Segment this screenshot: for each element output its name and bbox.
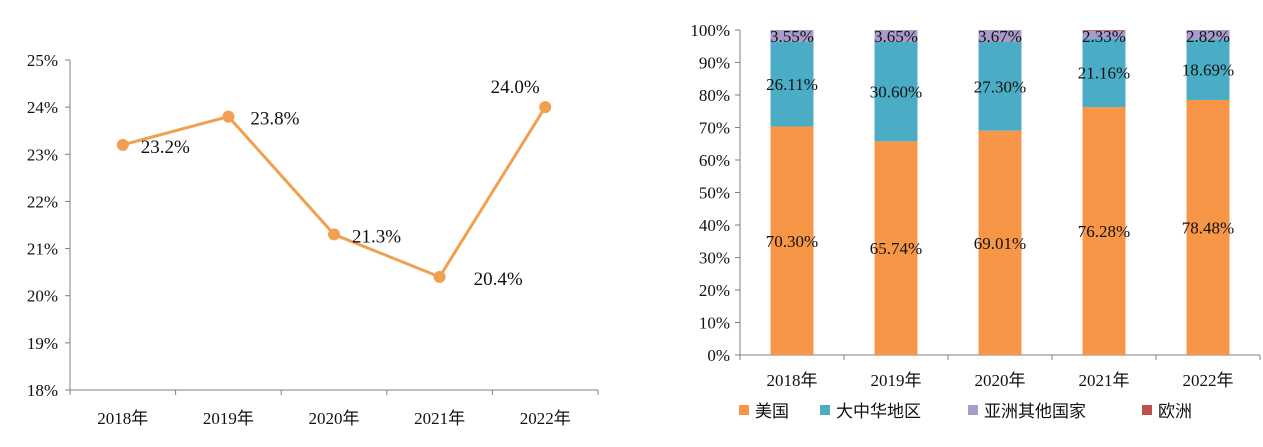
bar-segment-亚洲其他国家 [874,30,918,42]
bar-x-tick-label: 2020年 [975,371,1026,390]
line-y-tick-label: 23% [27,145,58,164]
bar-segment-美国 [1186,99,1230,355]
line-y-tick-label: 21% [27,240,58,259]
line-data-point [539,101,552,114]
bar-segment-亚洲其他国家 [978,30,1022,42]
bar-segment-大中华地区 [1082,38,1126,108]
bar-y-tick-label: 20% [699,281,730,300]
bar-label-other-asia: 3.55% [770,27,814,46]
bar-x-tick-label: 2022年 [1183,371,1234,390]
bar-segment-欧洲 [1082,30,1126,31]
line-y-tick-label: 19% [27,334,58,353]
line-data-label: 21.3% [352,226,401,247]
bar-label-us: 76.28% [1078,222,1130,241]
line-y-tick-label: 20% [27,287,58,306]
line-data-label: 23.2% [141,137,190,158]
line-data-label: 20.4% [474,269,523,290]
bar-label-us: 70.30% [766,232,818,251]
bar-x-tick-label: 2021年 [1079,371,1130,390]
bar-label-other-asia: 3.65% [874,27,918,46]
legend-label: 美国 [755,402,789,421]
legend-label: 大中华地区 [836,402,921,421]
bar-y-tick-label: 30% [699,249,730,268]
bar-segment-美国 [978,130,1022,355]
line-data-label: 24.0% [491,77,540,98]
line-y-tick-label: 24% [27,98,58,117]
legend-swatch [820,405,830,415]
legend-swatch [739,405,749,415]
line-series-revenue-share [122,106,547,279]
legend-label: 亚洲其他国家 [984,402,1086,421]
line-data-point [433,270,446,283]
bar-y-tick-label: 100% [690,21,730,40]
line-data-point [328,228,340,241]
bar-segment-亚洲其他国家 [1082,30,1126,39]
line-data-point [222,110,235,123]
bar-label-other-asia: 2.82% [1186,27,1230,46]
bar-segment-大中华地区 [1186,39,1230,100]
line-y-tick-label: 18% [27,381,58,400]
line-y-tick-label: 22% [27,192,58,211]
bar-y-tick-label: 70% [699,119,730,138]
bar-segment-美国 [1082,107,1126,355]
bar-segment-大中华地区 [874,41,918,142]
line-x-tick-label: 2020年 [309,409,360,428]
line-x-tick-label: 2021年 [414,409,465,428]
bar-y-tick-label: 80% [699,86,730,105]
bar-segment-亚洲其他国家 [1186,30,1230,40]
bar-y-tick-label: 40% [699,216,730,235]
bar-y-tick-label: 60% [699,151,730,170]
legend-swatch [1142,405,1152,415]
bar-segment-亚洲其他国家 [770,30,814,42]
line-data-point [116,138,129,151]
stacked-bar-chart: 0% 10% 20% 30% 40% 50% 60% 70% 80% 90% 100% 2018年 20… [690,21,1261,421]
legend-swatch [968,405,978,415]
bar-label-other-asia: 2.33% [1082,27,1126,46]
line-x-tick-label: 2019年 [203,409,254,428]
bar-label-us: 65.74% [870,239,922,258]
bar-segment-美国 [874,141,918,355]
bar-label-us: 69.01% [974,234,1026,253]
line-x-tick-label: 2022年 [520,409,571,428]
bar-label-other-asia: 3.67% [978,27,1022,46]
bar-label-greater-china: 30.60% [870,83,922,102]
bar-segment-美国 [770,126,814,356]
bar-label-greater-china: 18.69% [1182,61,1234,80]
bar-label-greater-china: 21.16% [1078,64,1130,83]
line-y-tick-label: 25% [27,51,58,70]
line-chart: 18% 19% 20% 21% 22% 23% 24% 25% 2018年 2019年 2020年 2… [27,51,599,428]
bar-y-tick-label: 10% [699,314,730,333]
bar-label-greater-china: 27.30% [974,77,1026,96]
bar-segment-大中华地区 [978,41,1022,131]
bar-x-tick-label: 2019年 [871,371,922,390]
bar-label-greater-china: 26.11% [766,75,818,94]
line-x-tick-label: 2018年 [97,409,148,428]
bar-y-tick-label: 0% [707,346,730,365]
line-data-label: 23.8% [250,109,299,130]
bar-y-tick-label: 90% [699,54,730,73]
bar-label-us: 78.48% [1182,218,1234,237]
bar-y-tick-label: 50% [699,184,730,203]
legend-label: 欧洲 [1158,402,1192,421]
bar-segment-大中华地区 [770,41,814,127]
bar-x-tick-label: 2018年 [767,371,818,390]
